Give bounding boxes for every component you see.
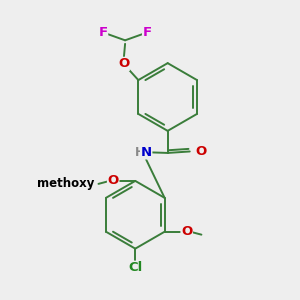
Text: O: O (108, 174, 119, 188)
Text: O: O (196, 145, 207, 158)
Text: methoxy: methoxy (37, 177, 94, 190)
Text: N: N (141, 146, 152, 159)
Text: Cl: Cl (128, 261, 142, 274)
Text: O: O (181, 225, 192, 238)
Text: F: F (142, 26, 152, 40)
Text: O: O (118, 57, 129, 70)
Text: H: H (135, 146, 145, 159)
Text: F: F (98, 26, 108, 40)
